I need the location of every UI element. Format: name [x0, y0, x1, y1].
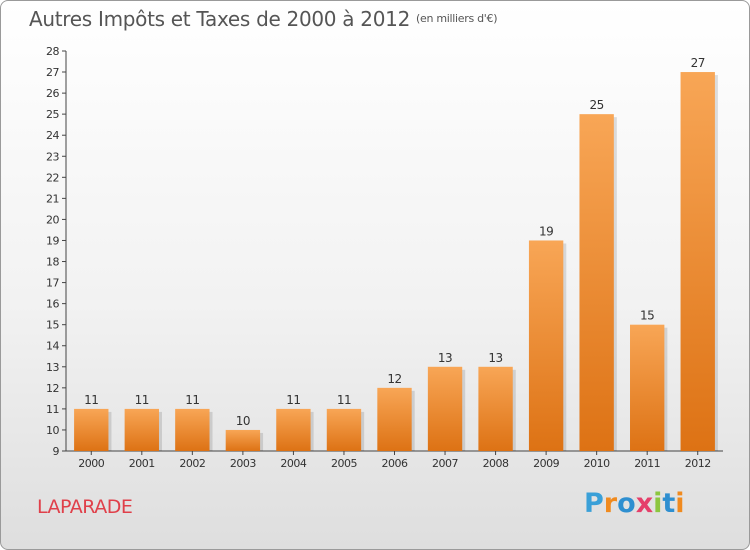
axes: 9 10 11 12 13 14 15 16 17 18 19 20 21 22 23 24 25 26 27 28 2… — [46, 45, 723, 470]
y-tick-label: 19 — [46, 234, 59, 247]
y-tick-label: 23 — [46, 150, 59, 163]
logo-letter: P — [584, 488, 604, 519]
y-tick-label: 14 — [46, 340, 59, 353]
y-tick-label: 20 — [46, 213, 59, 226]
proxiti-logo: Proxiti — [584, 488, 685, 519]
chart-unit: (en milliers d'€) — [416, 12, 498, 25]
bar-2012 — [680, 72, 715, 451]
data-label-2012: 27 — [691, 56, 705, 70]
x-tick-label: 2009 — [533, 457, 559, 470]
bar-2009 — [528, 240, 564, 451]
y-tick-label: 22 — [46, 171, 59, 184]
logo-letter: o — [617, 488, 636, 519]
y-tick-label: 13 — [46, 361, 59, 374]
x-tick-label: 2011 — [634, 457, 660, 470]
y-tick-label: 18 — [46, 256, 59, 269]
bar-2001 — [124, 408, 159, 451]
bar-2011 — [630, 324, 665, 451]
data-label-2002: 11 — [185, 393, 199, 407]
data-label-2009: 19 — [539, 224, 553, 238]
x-tick-label: 2008 — [483, 457, 509, 470]
y-tick-label: 26 — [46, 87, 59, 100]
x-tick-label: 2006 — [382, 457, 408, 470]
y-tick-label: 15 — [46, 319, 59, 332]
data-label-2007: 13 — [438, 351, 452, 365]
y-tick-label: 24 — [46, 129, 59, 142]
x-tick-label: 2005 — [331, 457, 357, 470]
bar-2010 — [579, 114, 614, 451]
data-label-2003: 10 — [236, 414, 250, 428]
bar-2000 — [74, 408, 109, 451]
x-tick-label: 2001 — [129, 457, 155, 470]
chart-title: Autres Impôts et Taxes de 2000 à 2012 (en… — [29, 7, 498, 31]
y-tick-label: 11 — [46, 403, 59, 416]
x-tick-label: 2000 — [78, 457, 104, 470]
data-label-2010: 25 — [590, 98, 604, 112]
y-tick-label: 9 — [53, 445, 60, 458]
data-label-2004: 11 — [286, 393, 300, 407]
y-tick-label: 21 — [46, 192, 59, 205]
x-tick-label: 2007 — [432, 457, 458, 470]
bar-2004 — [276, 408, 311, 451]
bars: 11 11 11 10 11 11 12 13 13 19 25 15 27 — [74, 56, 718, 451]
bar-2003 — [225, 429, 261, 451]
x-tick-label: 2012 — [685, 457, 711, 470]
logo-letter: i — [675, 488, 685, 519]
data-label-2001: 11 — [135, 393, 149, 407]
data-label-2011: 15 — [640, 309, 654, 323]
y-tick-label: 16 — [46, 298, 59, 311]
x-tick-label: 2002 — [179, 457, 205, 470]
bar-2007 — [427, 366, 463, 451]
y-tick-label: 25 — [46, 108, 59, 121]
bar-2006 — [377, 387, 412, 451]
y-tick-label: 12 — [46, 382, 59, 395]
y-tick-label: 17 — [46, 277, 59, 290]
commune-name: LAPARADE — [37, 496, 133, 518]
logo-letter: t — [662, 488, 676, 519]
bar-2008 — [478, 366, 513, 451]
bar-2002 — [175, 408, 210, 451]
bar-2005 — [326, 408, 362, 451]
logo-letter: x — [635, 488, 654, 519]
data-label-2008: 13 — [488, 351, 502, 365]
logo-letter: r — [603, 488, 618, 519]
y-tick-label: 28 — [46, 45, 59, 58]
y-tick-label: 27 — [46, 66, 59, 79]
y-tick-label: 10 — [46, 424, 59, 437]
x-tick-label: 2010 — [584, 457, 610, 470]
data-label-2006: 12 — [387, 372, 401, 386]
x-tick-label: 2004 — [280, 457, 306, 470]
x-tick-label: 2003 — [230, 457, 256, 470]
data-label-2000: 11 — [84, 393, 98, 407]
data-label-2005: 11 — [337, 393, 351, 407]
logo-letter: i — [653, 488, 663, 519]
